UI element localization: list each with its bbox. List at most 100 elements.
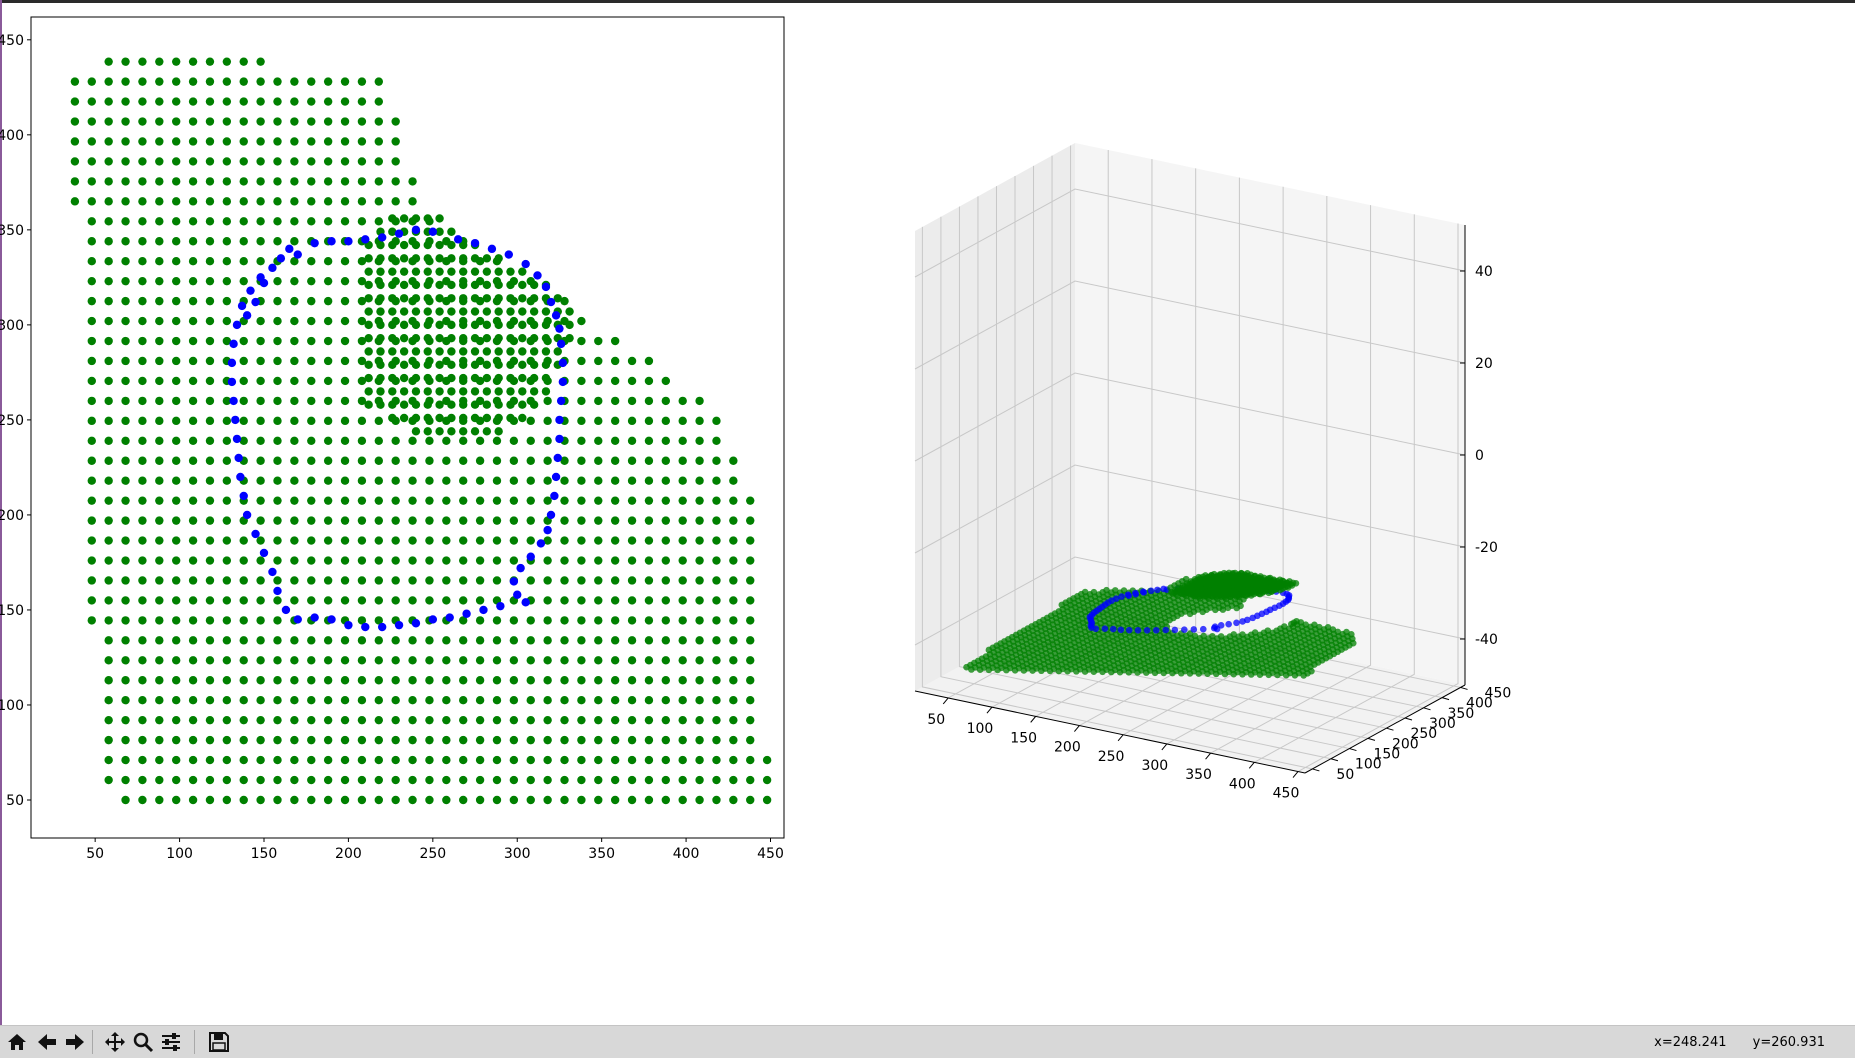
z-tick-label: -40	[1475, 632, 1498, 648]
data-point-green	[1134, 669, 1141, 676]
data-point-green	[273, 456, 282, 465]
data-point-green	[529, 360, 539, 369]
data-point-green	[627, 416, 637, 426]
data-point-green	[391, 596, 400, 605]
data-point-green	[155, 296, 164, 306]
data-point-green	[577, 436, 586, 446]
data-point-green	[121, 775, 130, 785]
data-point-green	[290, 117, 299, 126]
data-point-green	[712, 476, 721, 485]
data-point-blue	[1118, 593, 1125, 600]
data-point-green	[447, 333, 456, 343]
data-point-green	[482, 294, 492, 303]
data-point-green	[594, 735, 603, 745]
figure-canvas[interactable]: 50 100 150 200 250 300 350 400 45050100150200250…	[0, 3, 1855, 1025]
data-point-green	[188, 616, 198, 625]
data-point-green	[661, 536, 671, 545]
data-point-green	[411, 387, 421, 396]
data-point-green	[678, 476, 687, 485]
data-point-green	[425, 496, 434, 505]
data-point-green	[388, 387, 397, 396]
back-button[interactable]	[34, 1029, 60, 1055]
data-point-green	[364, 294, 373, 303]
data-point-green	[121, 476, 130, 485]
data-point-green	[459, 715, 468, 725]
data-point-green	[661, 636, 671, 645]
save-button[interactable]	[206, 1029, 232, 1055]
grid-line	[940, 216, 1332, 760]
data-point-green	[388, 373, 397, 383]
data-point-green	[411, 400, 421, 409]
configure-subplots-button[interactable]	[158, 1029, 184, 1055]
data-point-green	[205, 137, 215, 146]
data-point-green	[171, 217, 181, 226]
data-point-green	[256, 217, 265, 226]
pan-button[interactable]	[102, 1029, 128, 1055]
grid-line	[958, 206, 1350, 750]
data-point-green	[239, 276, 248, 286]
data-point-green	[459, 267, 468, 276]
data-point-green	[222, 715, 232, 725]
data-point-blue	[555, 324, 564, 333]
data-point-green	[678, 556, 687, 565]
scatter-2d-axes[interactable]: 50 100 150 200 250 300 350 400 45050100150200250…	[0, 16, 785, 862]
data-point-green	[1300, 672, 1307, 679]
data-point-green	[188, 77, 198, 86]
data-point-green	[560, 456, 569, 465]
data-point-green	[256, 316, 265, 326]
data-point-green	[746, 735, 755, 745]
data-point-green	[399, 240, 409, 250]
data-point-green	[425, 676, 434, 685]
data-point-green	[357, 316, 367, 326]
data-point-green	[408, 556, 417, 565]
data-point-green	[411, 307, 421, 316]
data-point-green	[1190, 592, 1197, 600]
data-point-green	[1219, 606, 1227, 613]
y-tick-label: 100	[0, 698, 24, 714]
data-point-green	[357, 636, 367, 645]
data-point-green	[518, 360, 527, 369]
data-point-green	[104, 715, 113, 725]
data-point-green	[391, 676, 400, 685]
data-point-green	[475, 715, 485, 725]
data-point-green	[357, 656, 367, 665]
data-point-green	[391, 197, 400, 206]
data-point-green	[87, 137, 96, 146]
data-point-green	[273, 356, 282, 366]
data-point-green	[543, 795, 552, 805]
data-point-green	[399, 413, 409, 423]
data-point-green	[374, 775, 383, 785]
data-point-blue	[526, 552, 535, 561]
data-point-green	[442, 576, 451, 585]
data-point-green	[475, 596, 485, 605]
data-point-green	[138, 416, 147, 426]
x-tick-label: 400	[1229, 776, 1256, 792]
data-point-green	[695, 616, 704, 625]
data-point-green	[435, 214, 444, 223]
scatter-3d-axes[interactable]: 5010015020025030035040045050100150200250…	[914, 143, 1511, 802]
data-point-green	[459, 755, 468, 765]
data-point-green	[121, 117, 130, 126]
data-point-green	[239, 97, 248, 106]
data-point-green	[340, 177, 350, 186]
data-point-green	[526, 696, 535, 705]
forward-button[interactable]	[62, 1029, 88, 1055]
data-point-green	[425, 536, 434, 545]
zoom-button[interactable]	[130, 1029, 156, 1055]
y-tick-label: 300	[1429, 716, 1456, 732]
data-point-green	[87, 496, 96, 505]
data-point-green	[87, 276, 96, 286]
data-point-green	[222, 656, 232, 665]
data-point-green	[1221, 594, 1229, 601]
home-button[interactable]	[4, 1029, 30, 1055]
data-point-green	[470, 254, 480, 263]
data-point-green	[408, 516, 417, 525]
data-point-green	[374, 696, 383, 705]
x-tick-label: 50	[86, 846, 104, 862]
data-point-green	[121, 217, 130, 226]
data-point-green	[678, 576, 687, 585]
data-point-green	[729, 735, 738, 745]
data-point-green	[155, 436, 164, 446]
data-point-green	[475, 476, 485, 485]
data-point-green	[435, 387, 444, 396]
